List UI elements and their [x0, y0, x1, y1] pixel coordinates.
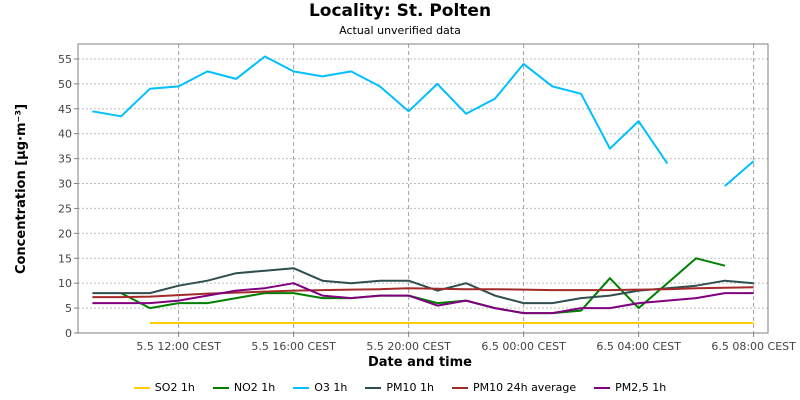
y-tick-label: 30: [58, 178, 72, 191]
y-tick-label: 15: [58, 252, 72, 265]
x-tick-label: 5.5 16:00 CEST: [251, 340, 336, 353]
chart-title: Locality: St. Polten: [308, 1, 492, 21]
legend-swatch: [594, 386, 611, 389]
x-tick-label: 6.5 04:00 CEST: [596, 340, 681, 353]
legend-label: O3 1h: [314, 381, 348, 394]
legend-label: PM10 1h: [386, 381, 434, 394]
legend-swatch: [365, 386, 382, 389]
plot-area-frame: [77, 43, 769, 334]
y-tick-label: 40: [58, 128, 72, 141]
y-tick-label: 35: [58, 153, 72, 166]
legend-swatch: [293, 386, 310, 389]
series-o3-1h: [92, 55, 755, 187]
legend-item: PM10 1h: [365, 381, 434, 394]
y-tick-label: 45: [58, 103, 72, 116]
series-line: [724, 160, 755, 187]
legend-item: NO2 1h: [212, 381, 276, 394]
legend-label: PM10 24h average: [472, 381, 577, 394]
legend-label: PM2,5 1h: [615, 381, 667, 394]
legend-swatch: [133, 386, 150, 389]
series-lines: [92, 55, 755, 324]
y-tick-label: 10: [58, 277, 72, 290]
chart-subtitle: Actual unverified data: [339, 24, 461, 37]
chart-legend: SO2 1h NO2 1h O3 1h PM10 1h PM10 24h average…: [0, 381, 800, 394]
y-tick-label: 50: [58, 78, 72, 91]
legend-item: PM2,5 1h: [594, 381, 666, 394]
y-tick-label: 0: [65, 327, 72, 340]
legend-label: SO2 1h: [154, 381, 195, 394]
y-tick-label: 25: [58, 202, 72, 215]
series-line: [92, 282, 754, 315]
legend-item: O3 1h: [293, 381, 347, 394]
x-tick-label: 5.5 12:00 CEST: [136, 340, 221, 353]
legend-item: PM10 24h average: [451, 381, 577, 394]
y-tick-label: 20: [58, 227, 72, 240]
y-axis-title: Concentration [µg·m⁻³]: [14, 104, 29, 274]
y-tick-label: 55: [58, 53, 72, 66]
legend-swatch: [451, 386, 468, 389]
series-line: [92, 286, 754, 299]
x-tick-label: 5.5 20:00 CEST: [366, 340, 451, 353]
x-tick-label: 6.5 00:00 CEST: [481, 340, 566, 353]
series-pm10-24h-average: [92, 286, 754, 299]
axes: 0 5 10 15 20 25 30 35 40 45 50 55 5.5 12:00 CEST 5.5 …: [58, 43, 796, 353]
x-axis-title: Date and time: [368, 355, 472, 370]
grid: [78, 44, 768, 333]
legend-label: NO2 1h: [233, 381, 276, 394]
x-tick-label: 6.5 08:00 CEST: [711, 340, 796, 353]
y-tick-label: 5: [65, 302, 72, 315]
series-pm2-5-1h: [92, 282, 754, 315]
legend-item: SO2 1h: [133, 381, 195, 394]
series-line: [92, 55, 669, 165]
legend-swatch: [212, 386, 229, 389]
